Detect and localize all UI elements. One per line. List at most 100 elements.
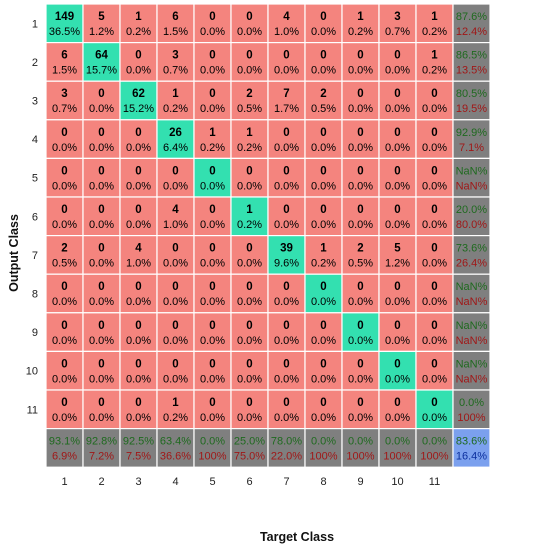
cell-percent: 0.0%: [126, 296, 151, 308]
matrix-cell: [45, 3, 84, 44]
y-tick-label: 9: [32, 327, 38, 339]
cell-count: 0: [61, 127, 67, 139]
cell-percent: 0.0%: [237, 258, 262, 270]
matrix-cell: [267, 196, 306, 237]
row-summary-cell: [452, 3, 491, 44]
cell-percent: 0.0%: [200, 103, 225, 115]
matrix-cell: [267, 312, 306, 352]
cell-percent: 0.0%: [163, 296, 188, 308]
cell-count: 0: [209, 243, 215, 255]
column-summary-cell: [193, 428, 232, 468]
row-summary-cell: [452, 196, 491, 237]
row-correct-percent: NaN%: [456, 165, 488, 177]
cell-count: 0: [172, 165, 178, 177]
matrix-cell: [378, 41, 417, 82]
matrix-cell: [119, 389, 158, 430]
matrix-cell: [119, 235, 158, 275]
cell-count: 4: [172, 204, 179, 216]
cell-percent: 0.0%: [422, 219, 447, 231]
cell-percent: 0.7%: [52, 103, 77, 115]
cell-percent: 0.0%: [422, 373, 447, 385]
y-tick-label: 8: [32, 289, 38, 301]
cell-count: 0: [98, 88, 104, 100]
cell-percent: 0.0%: [348, 103, 373, 115]
matrix-cell: [304, 41, 343, 82]
y-tick-label: 3: [32, 96, 38, 108]
row-error-percent: NaN%: [456, 296, 488, 308]
cell-percent: 0.0%: [422, 103, 447, 115]
matrix-cell: [193, 273, 232, 314]
cell-percent: 1.0%: [163, 219, 188, 231]
cell-count: 0: [61, 358, 67, 370]
y-tick-label: 4: [32, 134, 38, 146]
row-error-percent: 7.1%: [459, 142, 484, 154]
column-correct-percent: 25.0%: [234, 436, 265, 448]
cell-percent: 0.0%: [52, 142, 77, 154]
row-error-percent: NaN%: [456, 335, 488, 347]
cell-count: 0: [283, 320, 289, 332]
y-tick-label: 2: [32, 57, 38, 69]
column-error-percent: 36.6%: [160, 451, 191, 463]
cell-count: 0: [357, 50, 363, 62]
row-error-percent: 13.5%: [456, 65, 487, 77]
cell-percent: 0.0%: [422, 258, 447, 270]
matrix-cell: [267, 273, 306, 314]
matrix-cell: [415, 157, 454, 198]
row-correct-percent: NaN%: [456, 320, 488, 332]
cell-count: 0: [135, 204, 141, 216]
cell-count: 0: [61, 320, 67, 332]
cell-count: 0: [357, 397, 363, 409]
cell-percent: 0.0%: [422, 412, 447, 424]
matrix-cell: [193, 235, 232, 275]
cell-count: 1: [320, 243, 327, 255]
cell-count: 149: [55, 11, 74, 23]
cell-count: 1: [431, 50, 438, 62]
cell-count: 0: [246, 397, 252, 409]
cell-percent: 0.0%: [348, 219, 373, 231]
cell-percent: 0.0%: [348, 180, 373, 192]
cell-percent: 0.2%: [163, 412, 188, 424]
cell-percent: 0.0%: [200, 373, 225, 385]
cell-percent: 0.7%: [385, 26, 410, 38]
matrix-cell: [45, 196, 84, 237]
overall-summary-cell: [452, 428, 491, 468]
cell-count: 0: [135, 281, 141, 293]
row-correct-percent: 86.5%: [456, 50, 487, 62]
cell-count: 0: [431, 397, 437, 409]
column-error-percent: 100%: [420, 451, 448, 463]
matrix-cell: [230, 196, 269, 237]
cell-percent: 0.0%: [237, 26, 262, 38]
cell-count: 4: [135, 243, 142, 255]
matrix-cell: [119, 80, 158, 121]
column-error-percent: 100%: [383, 451, 411, 463]
matrix-cell: [45, 389, 84, 430]
matrix-cell: [304, 350, 343, 391]
cell-percent: 0.2%: [422, 26, 447, 38]
cell-count: 0: [135, 320, 141, 332]
column-correct-percent: 78.0%: [271, 436, 302, 448]
cell-percent: 0.0%: [200, 296, 225, 308]
column-correct-percent: 0.0%: [348, 436, 373, 448]
matrix-cell: [45, 235, 84, 275]
cell-percent: 0.2%: [237, 219, 262, 231]
y-tick-label: 10: [26, 366, 38, 378]
cell-count: 0: [431, 127, 437, 139]
matrix-cell: [267, 41, 306, 82]
cell-count: 0: [283, 50, 289, 62]
cell-count: 2: [357, 243, 363, 255]
cell-percent: 0.0%: [274, 412, 299, 424]
overall-error: 16.4%: [456, 451, 487, 463]
cell-count: 0: [61, 281, 67, 293]
cell-percent: 1.5%: [163, 26, 188, 38]
matrix-cell: [415, 41, 454, 82]
cell-count: 62: [132, 88, 145, 100]
cell-count: 0: [431, 320, 437, 332]
cell-percent: 0.0%: [163, 258, 188, 270]
cell-percent: 0.0%: [274, 180, 299, 192]
row-correct-percent: 87.6%: [456, 11, 487, 23]
cell-count: 0: [431, 358, 437, 370]
cell-percent: 9.6%: [274, 258, 299, 270]
cell-count: 0: [320, 281, 326, 293]
cell-percent: 0.0%: [311, 219, 336, 231]
cell-count: 0: [135, 397, 141, 409]
